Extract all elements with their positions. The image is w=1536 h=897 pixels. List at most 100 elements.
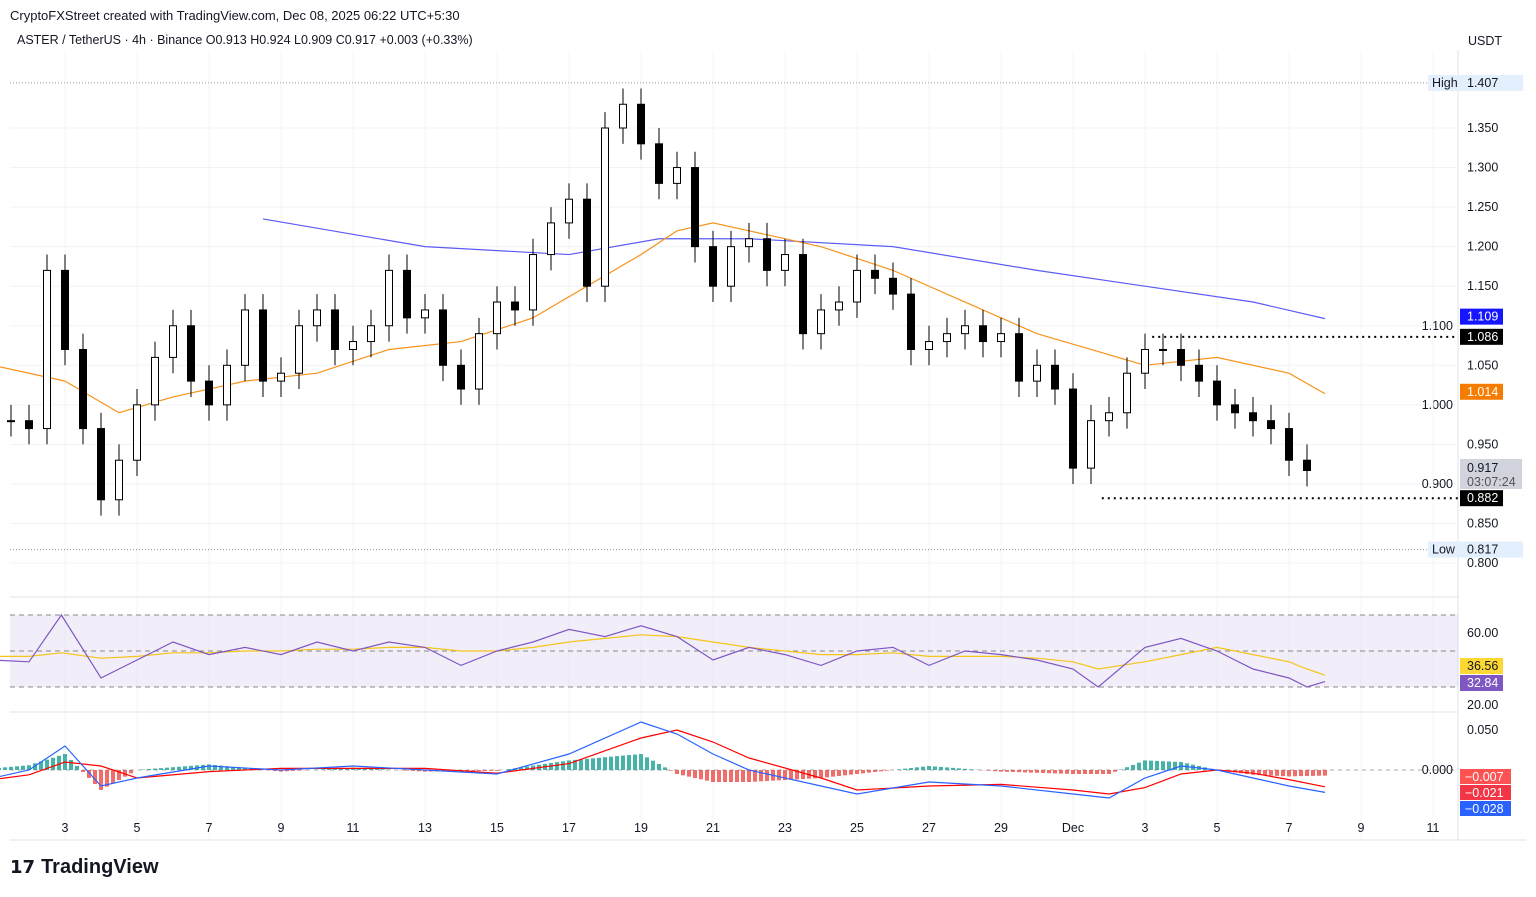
y-tick-label: 1.300 (1467, 161, 1498, 175)
macd-histogram-bar (525, 766, 529, 770)
macd-histogram-bar (27, 765, 31, 770)
y-tick-label: 0.900 (1422, 477, 1453, 491)
macd-histogram-bar (645, 757, 649, 770)
candle (1285, 428, 1293, 461)
candle (1231, 404, 1239, 414)
candle (169, 325, 177, 358)
macd-histogram-bar (849, 770, 853, 775)
macd-histogram-bar (405, 770, 409, 771)
macd-histogram-bar (669, 770, 673, 771)
x-tick-label: 17 (562, 821, 576, 835)
ma-value-label: 1.109 (1467, 310, 1498, 324)
candle (1159, 348, 1167, 351)
ma-badge (1460, 308, 1503, 325)
macd-histogram-bar (87, 770, 91, 778)
y-tick-label: 0.950 (1467, 437, 1498, 451)
macd-histogram-bar (1071, 770, 1075, 774)
candle (1069, 388, 1077, 469)
macd-histogram-bar (1293, 770, 1297, 777)
macd-histogram-bar (111, 770, 115, 784)
macd-histogram-bar (363, 768, 367, 770)
candle (115, 459, 123, 501)
macd-histogram-bar (591, 758, 595, 770)
macd-histogram-bar (693, 770, 697, 778)
x-tick-label: 3 (62, 821, 69, 835)
macd-histogram-bar (297, 770, 301, 771)
macd-histogram-bar (471, 770, 475, 772)
candle (763, 238, 771, 271)
attribution: CryptoFXStreet created with TradingView.… (10, 8, 460, 23)
macd-histogram-bar (1299, 770, 1303, 777)
macd-histogram-bar (1143, 760, 1147, 770)
extreme-value: 1.407 (1467, 76, 1498, 90)
macd-histogram-bar (9, 766, 13, 770)
macd-histogram-bar (15, 766, 19, 770)
candle (511, 301, 519, 311)
rsi-tick: 20.00 (1467, 698, 1498, 712)
candle (943, 333, 951, 343)
macd-histogram-bar (741, 770, 745, 782)
macd-histogram-bar (765, 770, 769, 781)
level-badge (1460, 328, 1503, 345)
macd-histogram-bar (783, 770, 787, 780)
countdown: 03:07:24 (1467, 475, 1516, 489)
macd-histogram-bar (1041, 770, 1045, 773)
macd-histogram-bar (681, 770, 685, 776)
macd-histogram-bar (237, 767, 241, 770)
rsi-ma-badge (1460, 658, 1503, 674)
extreme-label: High (1432, 76, 1458, 90)
macd-histogram-bar (45, 759, 49, 770)
candle (205, 380, 213, 406)
macd-histogram-bar (279, 770, 283, 772)
x-tick-label: 23 (778, 821, 792, 835)
x-tick-label: Dec (1062, 821, 1084, 835)
macd-histogram-bar (735, 770, 739, 782)
x-tick-label: 27 (922, 821, 936, 835)
macd-histogram-bar (1053, 770, 1057, 774)
currency-label: USDT (1468, 34, 1502, 48)
macd-histogram-bar (1275, 770, 1279, 776)
macd-histogram-bar (873, 770, 877, 772)
macd-histogram-bar (885, 770, 889, 771)
candle (259, 309, 267, 382)
macd-histogram-bar (585, 758, 589, 770)
y-tick-label: 0.800 (1467, 556, 1498, 570)
macd-histogram-bar (1107, 770, 1111, 774)
candle (1195, 364, 1203, 382)
macd-histogram-bar (165, 767, 169, 770)
candle (745, 238, 753, 248)
macd-histogram-bar (609, 756, 613, 770)
macd-histogram-bar (1089, 770, 1093, 774)
macd-histogram-bar (507, 769, 511, 770)
macd-histogram-bar (621, 755, 625, 770)
macd-histogram-bar (651, 760, 655, 770)
candle (619, 103, 627, 129)
macd-histogram-bar (1245, 770, 1249, 774)
candle (223, 364, 231, 406)
candle (61, 269, 69, 350)
macd-histogram-bar (1083, 770, 1087, 774)
macd-histogram-bar (1059, 770, 1063, 774)
macd-histogram-bar (855, 770, 859, 774)
y-tick-label: 1.100 (1422, 319, 1453, 333)
macd-histogram-bar (1005, 770, 1009, 772)
last-price: 0.917 (1467, 461, 1498, 475)
macd-histogram-bar (1311, 770, 1315, 776)
macd-histogram-bar (1149, 760, 1153, 770)
macd-histogram-bar (1029, 770, 1033, 773)
last-price-badge (1460, 459, 1522, 489)
macd-histogram-bar (147, 769, 151, 770)
macd-histogram-bar (477, 770, 481, 771)
y-tick-label: 1.350 (1467, 121, 1498, 135)
candle (925, 341, 933, 350)
macd-histogram-bar (969, 769, 973, 770)
x-tick-label: 25 (850, 821, 864, 835)
candle (331, 309, 339, 350)
candle (637, 103, 645, 145)
y-tick-label: 1.200 (1467, 240, 1498, 254)
macd-histogram-bar (1035, 770, 1039, 773)
x-tick-label: 11 (347, 821, 360, 835)
candle (133, 404, 141, 461)
macd-histogram-bar (675, 770, 679, 774)
